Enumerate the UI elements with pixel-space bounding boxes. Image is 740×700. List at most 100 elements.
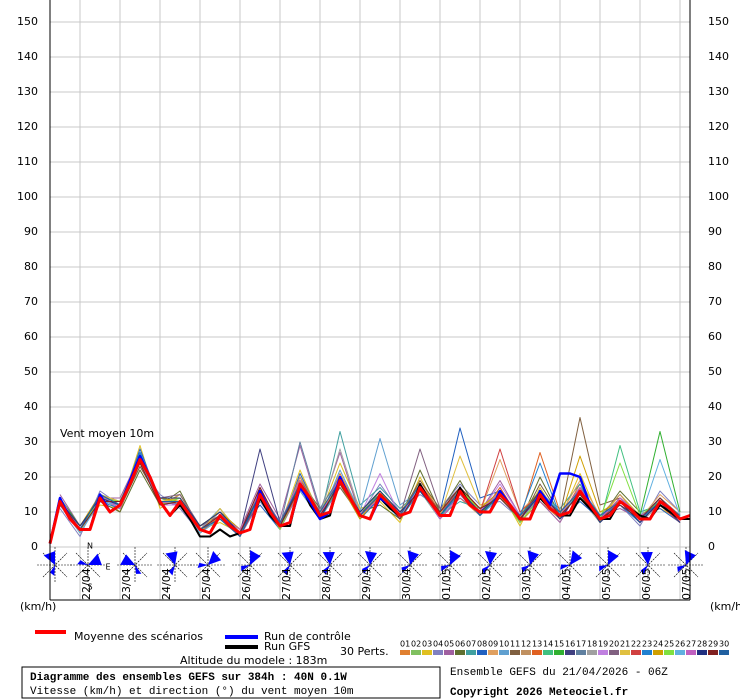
y-tick-label: 90 [24,225,38,238]
unit-label: (km/h) [710,600,740,613]
legend-swatch [686,650,696,655]
y-tick-label: 110 [17,155,38,168]
y-tick-label: 120 [708,120,729,133]
legend-swatch [708,650,718,655]
legend-label: 15 [554,640,564,649]
legend-swatch [598,650,608,655]
run-info: Ensemble GEFS du 21/04/2026 - 06Z [450,667,668,679]
legend-label: 10 [499,640,509,649]
y-tick-label: 80 [24,260,38,273]
rose-wedge [241,565,250,572]
y-tick-label: 70 [708,295,722,308]
perturbation-label: 30 Perts. [340,645,389,658]
rose-wedge [281,551,294,565]
legend-swatch [521,650,531,655]
series-line [59,459,681,537]
legend-label: 22 [631,640,641,649]
y-tick-label: 0 [31,540,38,553]
legend-label: 13 [532,640,542,649]
compass-label: N [87,542,93,551]
rose-wedge [77,560,89,565]
y-tick-label: 60 [708,330,722,343]
legend-label: 06 [455,640,465,649]
legend-label: 30 [719,640,729,649]
y-tick-label: 110 [708,155,729,168]
rose-wedge [640,565,648,575]
rose-wedge [322,565,330,575]
rose-wedge [365,551,377,565]
x-tick-label: 27/04 [280,568,293,600]
y-axis-label: Vent moyen 10m [60,427,154,440]
legend-label: 12 [521,640,531,649]
compass-label: S [87,583,92,592]
y-tick-label: 30 [708,435,722,448]
rose-wedge [608,550,619,565]
y-tick-label: 130 [708,85,729,98]
x-tick-label: 03/05 [520,568,533,600]
legend-label: 16 [565,640,575,649]
legend-label: 05 [444,640,454,649]
legend-label: 02 [411,640,421,649]
rose-wedge [120,554,135,565]
rose-wedge [407,550,419,565]
legend-label: 08 [477,640,487,649]
x-tick-label: 30/04 [400,568,413,600]
legend-label: 04 [433,640,443,649]
rose-wedge [322,551,335,565]
y-tick-label: 140 [708,50,729,63]
x-tick-label: 07/05 [680,568,693,600]
rose-wedge [482,565,490,574]
y-tick-label: 70 [24,295,38,308]
legend-swatch [532,650,542,655]
legend-swatch [565,650,575,655]
legend-label: 21 [620,640,630,649]
y-tick-label: 60 [24,330,38,343]
y-tick-label: 30 [24,435,38,448]
legend-label: 14 [543,640,553,649]
legend-label: 01 [400,640,410,649]
legend-swatch [675,650,685,655]
compass-label: E [105,563,110,572]
main-lines [48,454,691,544]
legend-swatch [642,650,652,655]
series-line [59,431,681,537]
x-tick-label: 05/05 [600,568,613,600]
altitude: Altitude du modele : 183m [180,654,327,667]
rose-wedge [401,565,410,573]
legend-swatch [609,650,619,655]
y-tick-label: 40 [24,400,38,413]
y-tick-label: 50 [708,365,722,378]
x-tick-label: 23/04 [120,568,133,600]
rose-wedge [560,564,570,570]
y-tick-label: 130 [17,85,38,98]
legend-label: 09 [488,640,498,649]
wind-roses [37,547,704,583]
legend-swatch [499,650,509,655]
x-tick-label: 28/04 [320,568,333,600]
legend-label: 20 [609,640,619,649]
legend-label: 07 [466,640,476,649]
x-tick-label: 04/05 [560,568,573,600]
legend-label: 25 [664,640,674,649]
x-tick-label: 22/04 [80,568,93,600]
legend-swatch [631,650,641,655]
y-tick-label: 10 [24,505,38,518]
legend-swatch [719,650,729,655]
x-tick-label: 26/04 [240,568,253,600]
legend-swatch [466,650,476,655]
rose-wedge [43,551,56,565]
legend-label: Run de contrôle [264,630,351,643]
legend-swatch [510,650,520,655]
rose-wedge [50,565,55,576]
legend-swatch [444,650,454,655]
chart-title: Diagramme des ensembles GEFS sur 384h : … [30,672,347,684]
legend-swatch [554,650,564,655]
rose-wedge [362,565,370,574]
x-tick-label: 25/04 [200,568,213,600]
rose-wedge [250,550,261,565]
y-tick-label: 80 [708,260,722,273]
legend-label: 03 [422,640,432,649]
legend-label: 18 [587,640,597,649]
